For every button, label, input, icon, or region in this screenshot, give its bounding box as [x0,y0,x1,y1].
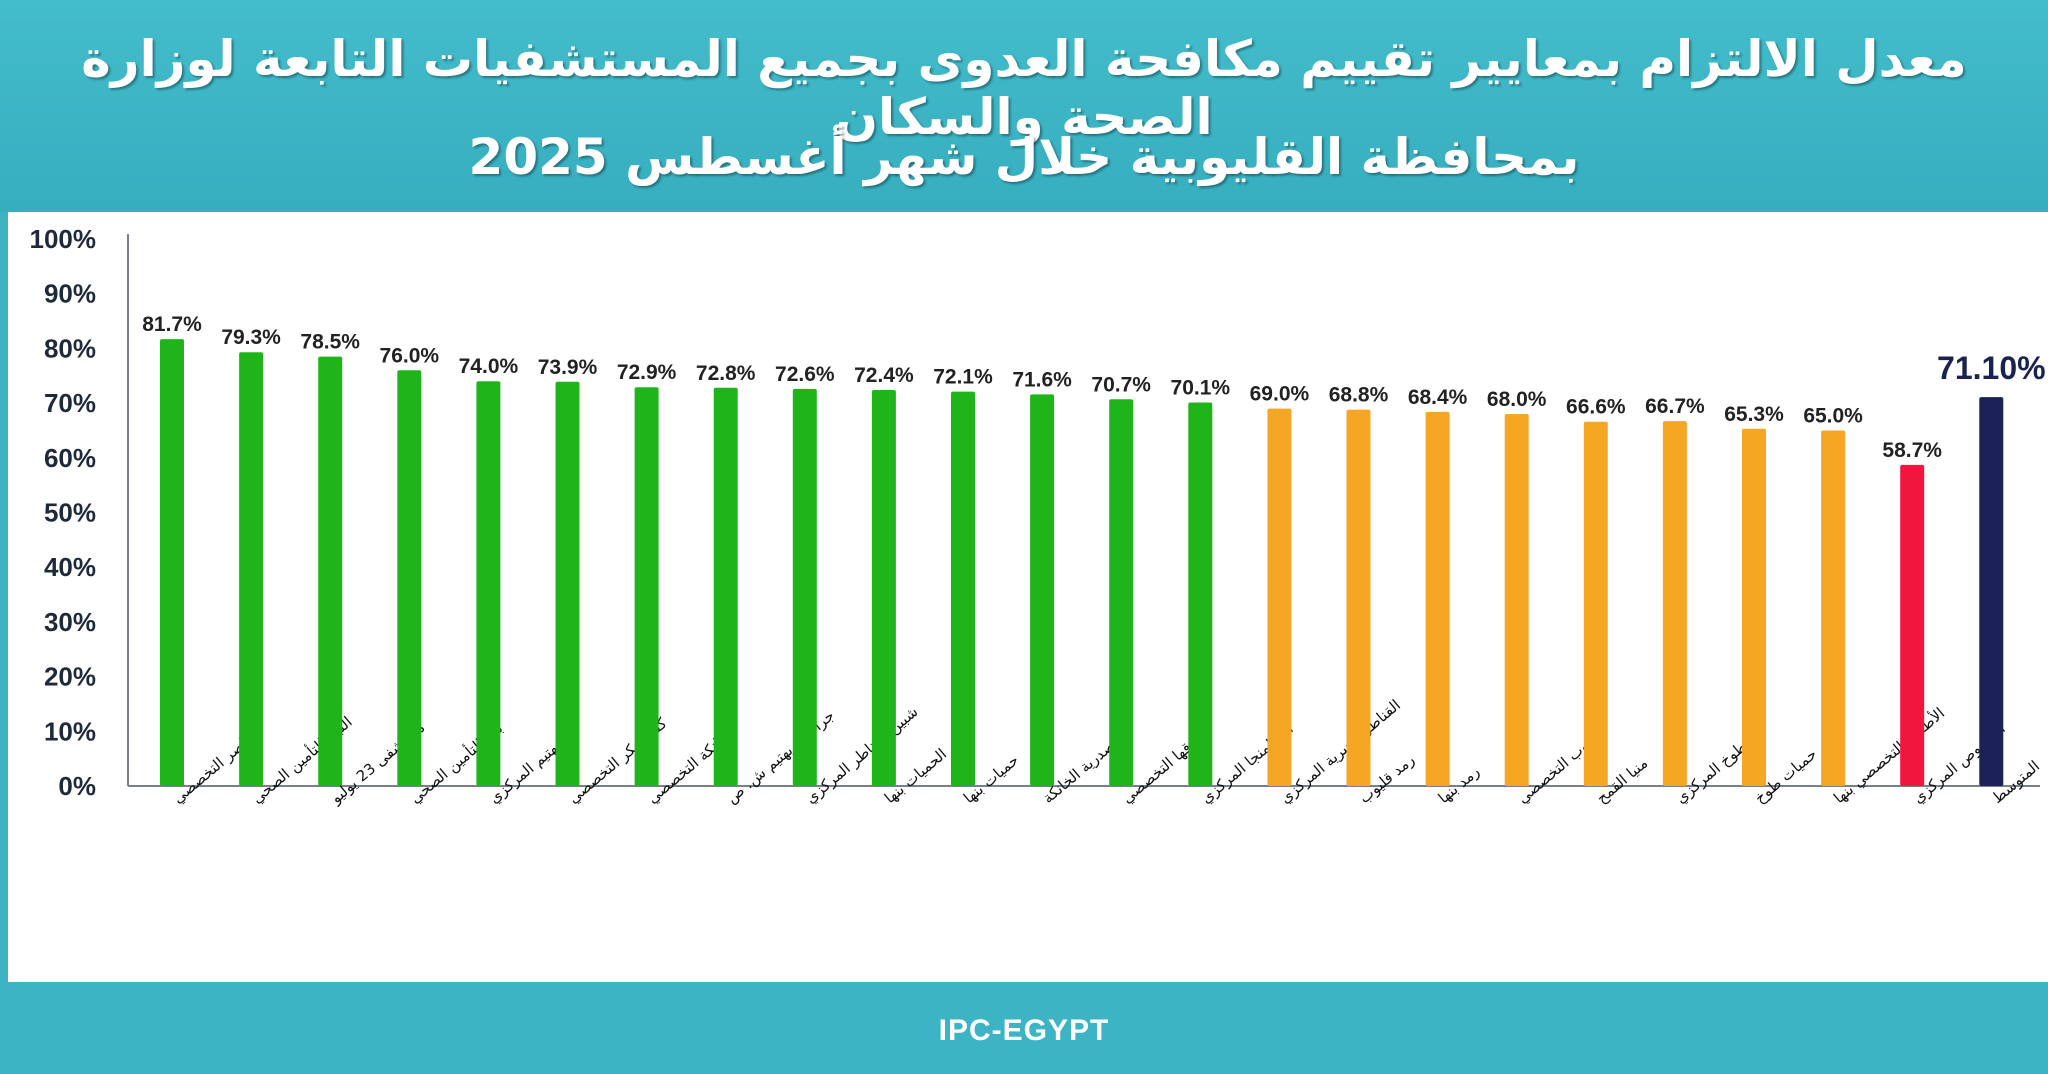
data-label: 69.0% [1250,383,1310,406]
bar [951,391,975,786]
y-tick-label: 10% [44,716,96,746]
chart-title-line-2: بمحافظة القليوبية خلال شهر أغسطس 2025 [468,128,1580,186]
data-label: 72.8% [696,362,756,385]
data-label: 65.0% [1803,404,1863,427]
data-label: 76.0% [380,344,440,367]
data-label: 66.7% [1645,395,1705,418]
bar [239,352,264,786]
y-tick-label: 0% [58,771,96,801]
data-label: 78.5% [300,331,360,354]
data-label: 72.9% [617,361,677,384]
y-tick-label: 50% [44,498,96,528]
footer-band [0,982,2048,1074]
y-tick-label: 60% [44,443,96,473]
y-tick-label: 80% [44,333,96,363]
bar [1900,464,1925,786]
data-label: 66.6% [1566,396,1626,419]
bar [1504,414,1529,786]
data-label: 70.7% [1091,373,1151,396]
data-label: 68.8% [1329,384,1389,407]
bar [634,387,659,786]
bar [476,381,501,786]
y-tick-label: 40% [44,552,96,582]
bar [555,381,580,786]
data-label: 68.0% [1487,388,1547,411]
bar [792,388,817,786]
data-label: 72.6% [775,363,835,386]
data-label: 72.1% [933,366,993,389]
data-label: 58.7% [1882,439,1942,462]
data-label: 74.0% [459,355,519,378]
bar [1109,399,1134,786]
data-label: 72.4% [854,364,914,387]
data-label: 65.3% [1724,403,1784,426]
bar-average [1979,397,2004,786]
bar [1030,394,1055,786]
bar [318,356,343,786]
bar [713,387,738,786]
bar [1583,421,1608,786]
data-label: 81.7% [142,313,202,336]
data-label: 71.10% [1937,350,2046,386]
bar [1346,409,1371,786]
bar [160,339,184,786]
bar [871,389,896,786]
data-label: 79.3% [221,326,281,349]
plot-panel [8,212,2048,982]
bar [397,370,422,786]
bar [1188,402,1213,786]
data-label: 70.1% [1171,377,1231,400]
y-tick-label: 70% [44,388,96,418]
chart-title-line-1: معدل الالتزام بمعايير تقييم مكافحة العدو… [81,30,1967,146]
y-tick-label: 30% [44,607,96,637]
bar [1821,430,1846,786]
bar-chart: 0%10%20%30%40%50%60%70%80%90%100%81.7%نا… [30,224,2046,808]
data-label: 68.4% [1408,386,1468,409]
bar [1742,428,1766,786]
bar [1425,411,1450,786]
bar [1267,408,1292,786]
y-tick-label: 100% [30,224,97,254]
header-band [0,0,2048,212]
bar [1662,421,1687,786]
y-tick-label: 90% [44,279,96,309]
y-tick-label: 20% [44,662,96,692]
data-label: 71.6% [1012,368,1072,391]
footer-label: IPC-EGYPT [938,1014,1110,1047]
data-label: 73.9% [538,356,598,379]
